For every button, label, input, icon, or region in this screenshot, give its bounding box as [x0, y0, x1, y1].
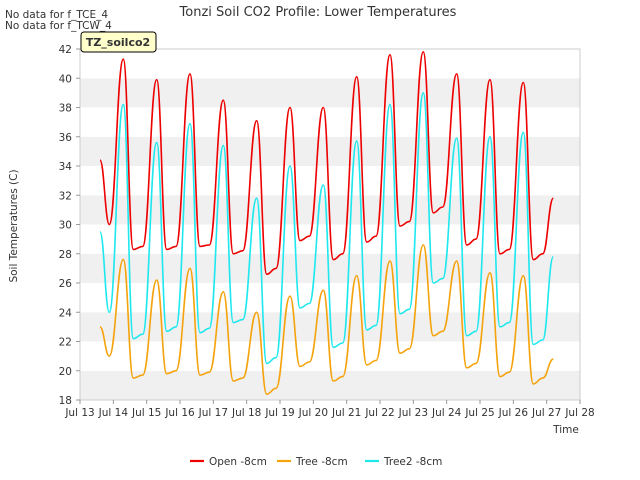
y-tick-label: 36 — [59, 132, 73, 144]
x-tick-label: Jul 25 — [464, 407, 494, 419]
grid-band — [80, 107, 580, 137]
y-tick-label: 34 — [59, 161, 73, 173]
grid-band — [80, 49, 580, 79]
y-tick-label: 32 — [59, 190, 72, 202]
y-tick-label: 20 — [59, 366, 72, 378]
x-tick-label: Jul 13 — [64, 407, 94, 419]
y-tick-label: 38 — [59, 103, 72, 115]
x-tick-label: Jul 21 — [331, 407, 361, 419]
x-tick-label: Jul 19 — [264, 407, 294, 419]
x-axis-label: Time — [552, 424, 579, 436]
x-tick-label: Jul 27 — [531, 407, 561, 419]
x-tick-label: Jul 17 — [198, 407, 228, 419]
y-tick-label: 30 — [59, 220, 72, 232]
grid-band — [80, 370, 580, 400]
legend: Open -8cm Tree -8cm Tree2 -8cm — [190, 456, 442, 468]
y-tick-label: 18 — [59, 395, 72, 407]
legend-label: Tree2 -8cm — [383, 456, 442, 468]
legend-label: Tree -8cm — [295, 456, 348, 468]
x-tick-label: Jul 22 — [364, 407, 394, 419]
x-tick-label: Jul 14 — [98, 407, 129, 419]
chart-title: Tonzi Soil CO2 Profile: Lower Temperatur… — [179, 5, 457, 20]
x-tick-label: Jul 23 — [398, 407, 428, 419]
y-tick-label: 24 — [59, 307, 73, 319]
series-line-open-8cm — [99, 51, 555, 275]
no-data-note-1: No data for f_TCE_4 — [5, 9, 108, 21]
site-badge-label: TZ_soilco2 — [86, 36, 150, 49]
y-tick-label: 42 — [59, 44, 72, 56]
grid-band — [80, 166, 580, 196]
x-tick-label: Jul 18 — [231, 407, 261, 419]
y-axis-label: Soil Temperatures (C) — [8, 169, 20, 282]
site-badge: TZ_soilco2 — [80, 31, 157, 53]
x-tick-label: Jul 15 — [131, 407, 161, 419]
x-tick-label: Jul 26 — [498, 407, 529, 419]
x-tick-label: Jul 24 — [431, 407, 462, 419]
series-line-tree-8cm — [99, 244, 554, 395]
y-tick-label: 28 — [59, 249, 72, 261]
grid-band — [80, 253, 580, 283]
x-tick-label: Jul 16 — [164, 407, 195, 419]
series-lines — [99, 51, 555, 395]
y-axis: 18 20 22 24 26 28 30 32 34 36 38 40 42 — [59, 44, 80, 407]
grid-band — [80, 78, 580, 108]
y-tick-label: 40 — [59, 73, 72, 85]
grid-band — [80, 136, 580, 166]
y-tick-label: 22 — [59, 337, 72, 349]
y-tick-label: 26 — [59, 278, 73, 290]
no-data-note-2: No data for f_TCW_4 — [5, 20, 112, 32]
x-tick-label: Jul 28 — [564, 407, 594, 419]
x-axis: Jul 13 Jul 14 Jul 15 Jul 16 Jul 17 Jul 18 Jul … — [64, 400, 595, 419]
series-line-tree2-8cm — [99, 92, 555, 365]
legend-label: Open -8cm — [209, 456, 267, 468]
x-tick-label: Jul 20 — [298, 407, 328, 419]
